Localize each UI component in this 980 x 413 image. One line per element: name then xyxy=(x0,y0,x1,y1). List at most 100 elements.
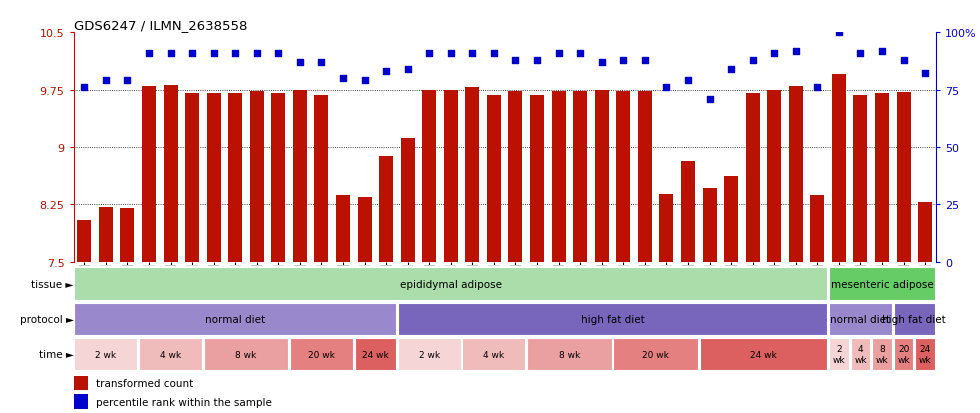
Point xyxy=(615,57,631,64)
Bar xyxy=(915,338,935,370)
Bar xyxy=(829,303,892,335)
Point xyxy=(443,50,459,57)
Text: 20
wk: 20 wk xyxy=(898,344,909,364)
Bar xyxy=(315,96,328,262)
Text: time ►: time ► xyxy=(38,349,74,359)
Bar xyxy=(466,88,479,262)
Bar xyxy=(250,92,264,262)
Point xyxy=(766,50,782,57)
Point xyxy=(529,57,545,64)
Bar xyxy=(918,203,932,262)
Bar xyxy=(463,338,525,370)
Text: tissue ►: tissue ► xyxy=(31,279,74,289)
Bar xyxy=(355,338,396,370)
Bar xyxy=(271,94,285,262)
Point xyxy=(335,76,351,82)
Bar xyxy=(613,338,698,370)
Bar xyxy=(164,86,177,262)
Point xyxy=(788,48,804,55)
Text: epididymal adipose: epididymal adipose xyxy=(400,279,502,289)
Point xyxy=(421,50,437,57)
Point xyxy=(831,30,847,36)
Point xyxy=(163,50,178,57)
Text: 4 wk: 4 wk xyxy=(160,350,181,358)
Point xyxy=(874,48,890,55)
Text: 4
wk: 4 wk xyxy=(855,344,866,364)
Point xyxy=(702,96,717,103)
Text: GDS6247 / ILMN_2638558: GDS6247 / ILMN_2638558 xyxy=(74,19,247,32)
Bar xyxy=(767,90,781,262)
Text: transformed count: transformed count xyxy=(95,378,193,388)
Point xyxy=(465,50,480,57)
Bar xyxy=(897,93,910,262)
Text: normal diet: normal diet xyxy=(830,314,891,324)
Bar xyxy=(207,94,220,262)
Point xyxy=(400,66,416,73)
Bar xyxy=(422,90,436,262)
Bar xyxy=(121,208,134,262)
Bar xyxy=(204,338,288,370)
Bar xyxy=(854,96,867,262)
Text: normal diet: normal diet xyxy=(205,314,266,324)
Text: 24 wk: 24 wk xyxy=(750,350,777,358)
Bar xyxy=(832,75,846,262)
Point xyxy=(508,57,523,64)
Bar xyxy=(552,92,565,262)
Point xyxy=(357,78,372,85)
Bar xyxy=(142,86,156,262)
Bar xyxy=(894,303,935,335)
Bar xyxy=(872,338,892,370)
Text: 24 wk: 24 wk xyxy=(362,350,389,358)
Text: percentile rank within the sample: percentile rank within the sample xyxy=(95,397,271,407)
Bar xyxy=(851,338,870,370)
Text: 8 wk: 8 wk xyxy=(235,350,257,358)
Bar xyxy=(724,177,738,262)
Bar xyxy=(77,220,91,262)
Bar xyxy=(398,338,461,370)
Bar xyxy=(660,195,673,262)
Bar xyxy=(290,338,353,370)
Bar xyxy=(398,303,827,335)
Bar xyxy=(509,92,522,262)
Bar xyxy=(99,207,113,262)
Bar xyxy=(530,96,544,262)
Point xyxy=(917,71,933,78)
Point xyxy=(314,59,329,66)
Bar xyxy=(829,268,935,300)
Bar xyxy=(595,90,609,262)
Point xyxy=(853,50,868,57)
Bar xyxy=(74,303,396,335)
Bar xyxy=(74,268,827,300)
Bar xyxy=(638,92,652,262)
Bar xyxy=(700,338,827,370)
Point xyxy=(270,50,286,57)
Point xyxy=(141,50,157,57)
Point xyxy=(680,78,696,85)
Bar xyxy=(789,86,803,262)
Point xyxy=(120,78,135,85)
Bar xyxy=(358,197,371,262)
Bar xyxy=(875,94,889,262)
Bar xyxy=(746,94,760,262)
Point xyxy=(486,50,502,57)
Point xyxy=(292,59,308,66)
Text: 2
wk: 2 wk xyxy=(833,344,845,364)
Bar xyxy=(573,92,587,262)
Point xyxy=(745,57,760,64)
Text: 8
wk: 8 wk xyxy=(876,344,888,364)
Bar xyxy=(894,338,913,370)
Point xyxy=(227,50,243,57)
Bar xyxy=(336,196,350,262)
Bar xyxy=(74,394,88,409)
Bar xyxy=(681,161,695,262)
Point xyxy=(378,69,394,75)
Point xyxy=(184,50,200,57)
Text: high fat diet: high fat diet xyxy=(882,314,947,324)
Bar xyxy=(228,94,242,262)
Bar xyxy=(829,338,849,370)
Point xyxy=(98,78,114,85)
Bar xyxy=(379,157,393,262)
Bar xyxy=(139,338,202,370)
Bar xyxy=(810,196,824,262)
Bar xyxy=(703,188,716,262)
